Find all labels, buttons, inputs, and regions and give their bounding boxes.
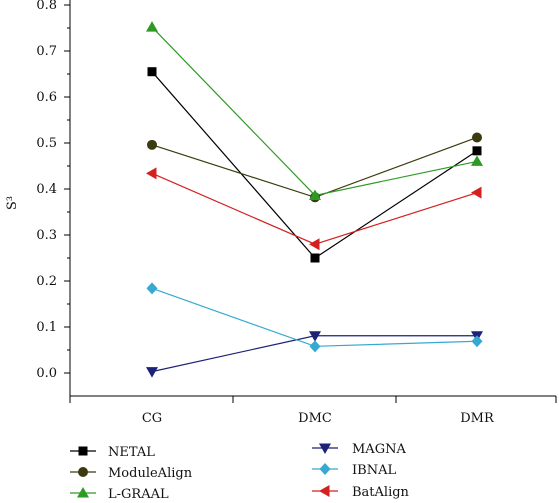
series-ibnal (146, 282, 483, 353)
legend-marker (78, 467, 88, 477)
legend-marker (319, 485, 330, 497)
data-point (471, 335, 483, 348)
legend-item: ModuleAlign (70, 466, 193, 481)
data-point (471, 186, 482, 199)
x-tick-label: CG (142, 411, 162, 426)
series-line (151, 71, 478, 259)
series-line (151, 172, 478, 245)
legend-label: ModuleAlign (108, 466, 193, 481)
series-line (151, 136, 478, 198)
legend-marker (78, 446, 88, 456)
legend-item: NETAL (70, 445, 155, 460)
legend: NETAL ModuleAlign L-GRAAL MAGNA IBNAL BatAlig… (70, 442, 410, 502)
y-tick-label: 0.0 (36, 366, 57, 381)
legend-item: MAGNA (312, 442, 406, 457)
y-tick-label: 0.7 (36, 44, 57, 59)
data-point (146, 21, 158, 32)
legend-marker (319, 463, 331, 475)
data-point (309, 238, 320, 251)
data-point (310, 253, 320, 263)
legend-label: NETAL (108, 445, 155, 460)
y-ticks: 0.0 0.1 0.2 0.3 0.4 0.5 0.6 0.7 0.8 (36, 0, 70, 381)
y-tick-label: 0.4 (36, 182, 57, 197)
x-tick-label: DMR (460, 411, 495, 426)
y-tick-label: 0.5 (36, 136, 57, 151)
y-tick-label: 0.6 (36, 90, 57, 105)
data-point (147, 139, 157, 150)
y-tick-label: 0.8 (36, 0, 57, 13)
data-point (146, 167, 157, 180)
y-tick-label: 0.2 (36, 274, 57, 289)
data-point (309, 340, 321, 353)
legend-label: IBNAL (352, 463, 396, 478)
y-tick-label: 0.1 (36, 320, 57, 335)
data-point (309, 331, 321, 342)
data-point (309, 189, 321, 200)
data-point (472, 132, 482, 143)
data-point (146, 282, 158, 295)
y-tick-label: 0.3 (36, 228, 57, 243)
axes (69, 0, 556, 397)
series-batalign (146, 167, 482, 251)
x-ticks: CG DMC DMR (69, 396, 557, 426)
data-point (147, 67, 157, 77)
data-point (471, 155, 483, 166)
y-axis-label: S³ (5, 196, 20, 210)
legend-item: BatAlign (312, 485, 410, 500)
legend-marker (319, 443, 331, 454)
series-group (146, 21, 483, 378)
data-point (146, 367, 158, 378)
legend-label: L-GRAAL (108, 487, 169, 502)
legend-item: IBNAL (312, 463, 396, 478)
series-netal (147, 67, 482, 263)
x-tick-label: DMC (298, 411, 332, 426)
legend-marker (77, 487, 89, 498)
series-magna (146, 331, 483, 378)
legend-item: L-GRAAL (70, 487, 169, 502)
legend-label: BatAlign (352, 485, 410, 500)
series-l-graal (146, 21, 483, 200)
legend-label: MAGNA (352, 442, 406, 457)
series-line (151, 26, 478, 197)
data-point (472, 146, 482, 156)
